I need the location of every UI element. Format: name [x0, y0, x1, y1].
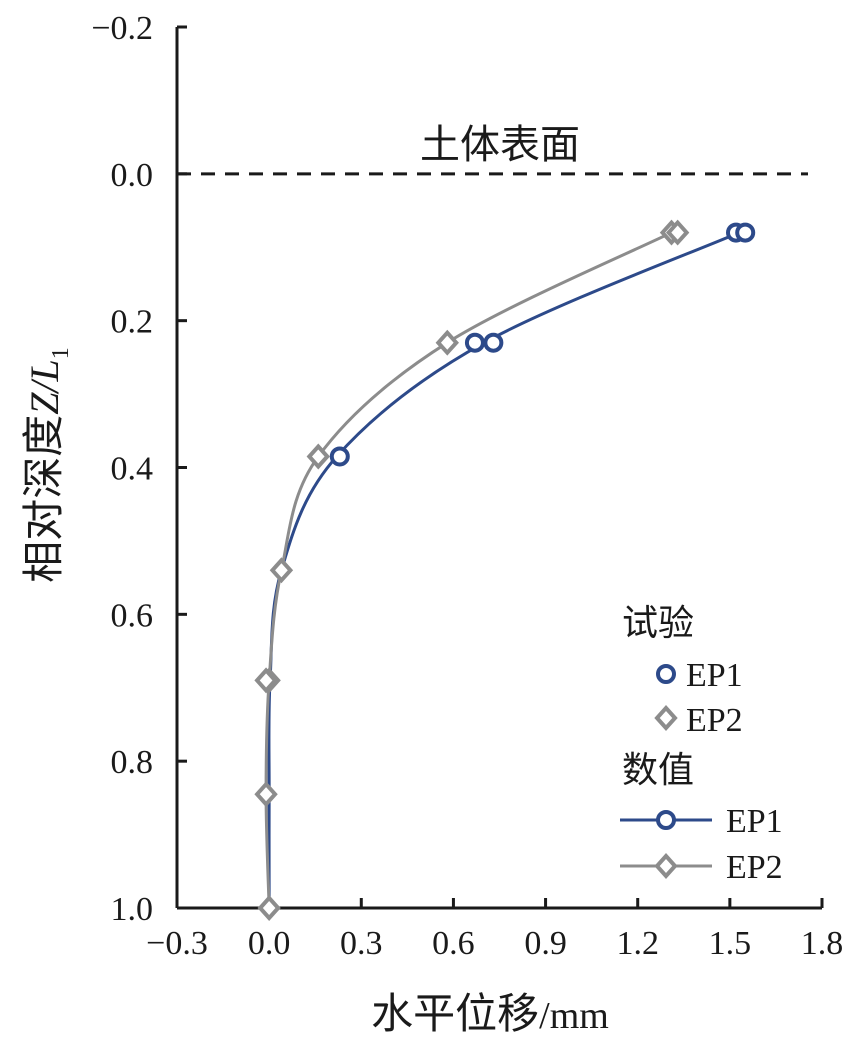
legend: 试验 EP1 EP2 数值 EP1 EP2: [620, 603, 783, 886]
y-tick-label: 0.8: [111, 744, 154, 781]
x-tick-label: 1.5: [709, 925, 752, 962]
data-point-ep1: [735, 222, 756, 243]
legend-item-exp-ep1: EP1: [656, 657, 743, 694]
surface-label: 土体表面: [420, 122, 580, 168]
x-tick-label: 0.6: [432, 925, 475, 962]
data-point-ep2: [306, 443, 330, 470]
data-point-ep2: [665, 219, 690, 246]
legend-label-exp-ep1: EP1: [686, 657, 743, 694]
x-tick-label: 0.9: [524, 925, 567, 962]
data-point-ep2: [269, 557, 294, 584]
y-tick-label: 0.6: [111, 597, 154, 634]
legend-label-num-ep1: EP1: [726, 803, 783, 840]
legend-diamond-marker: [654, 705, 678, 731]
y-axis-title: 相对深度Z/L1: [19, 347, 74, 583]
data-point-ep1: [329, 446, 350, 467]
legend-circle-marker: [656, 664, 676, 684]
x-axis-title: 水平位移/mm: [371, 989, 609, 1038]
legend-numerical-title: 数值: [622, 750, 694, 791]
data-point-ep1: [464, 332, 485, 353]
x-tick-label: 0.3: [340, 925, 383, 962]
legend-label-exp-ep2: EP2: [686, 702, 743, 739]
x-tick-label: 1.8: [801, 925, 844, 962]
legend-item-num-ep1: EP1: [620, 803, 783, 840]
x-tick-label: −0.3: [146, 925, 208, 962]
legend-diamond-marker: [654, 853, 678, 879]
x-tick-label: 1.2: [616, 925, 659, 962]
data-point-ep2: [254, 781, 278, 808]
legend-item-num-ep2: EP2: [620, 849, 783, 886]
y-tick-label: 0.0: [111, 157, 154, 194]
y-tick-label: 1.0: [111, 891, 154, 928]
numerical-curve-ep1: [267, 231, 740, 909]
data-point-ep2: [435, 329, 459, 356]
y-tick-label: −0.2: [91, 10, 153, 47]
legend-item-exp-ep2: EP2: [654, 702, 743, 739]
numerical-curve-ep2: [264, 231, 673, 909]
legend-experiment-title: 试验: [622, 603, 694, 644]
y-tick-label: 0.4: [111, 451, 154, 488]
legend-label-num-ep2: EP2: [726, 849, 783, 886]
x-tick-label: 0.0: [248, 925, 291, 962]
data-point-ep2: [254, 667, 278, 694]
legend-circle-marker: [656, 810, 676, 830]
data-point-ep1: [483, 332, 504, 353]
y-tick-label: 0.2: [111, 304, 154, 341]
plot-area: −0.2 0.0 0.2 0.4 0.6 0.8 1.0−0.3 0.0 0.3 0.6 0.9 1.…: [91, 10, 843, 962]
data-point-ep2: [257, 895, 281, 921]
